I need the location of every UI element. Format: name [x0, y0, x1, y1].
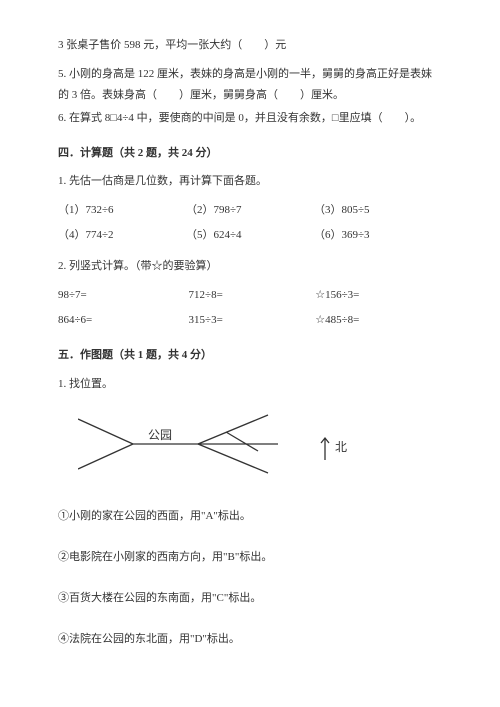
- calc-item: ☆485÷8=: [315, 310, 442, 331]
- section-5-title: 五．作图题（共 1 题，共 4 分）: [58, 345, 442, 366]
- calc-item: （2）798÷7: [186, 200, 314, 221]
- calc-item: 315÷3=: [189, 310, 316, 331]
- section4-q1: 1. 先估一估商是几位数，再计算下面各题。: [58, 171, 442, 192]
- park-label: 公园: [148, 428, 172, 442]
- sub-question-2: ②电影院在小刚家的西南方向，用"B"标出。: [58, 547, 442, 568]
- calc-item: ☆156÷3=: [315, 285, 442, 306]
- calc-item: （3）805÷5: [314, 200, 442, 221]
- section5-q1: 1. 找位置。: [58, 374, 442, 395]
- north-label: 北: [335, 436, 347, 459]
- park-diagram: 公园: [78, 409, 278, 487]
- calc-row: 98÷7= 712÷8= ☆156÷3=: [58, 285, 442, 306]
- question-5: 5. 小刚的身高是 122 厘米，表妹的身高是小刚的一半，舅舅的身高正好是表妹的…: [58, 64, 442, 106]
- calc-item: （5）624÷4: [186, 225, 314, 246]
- calc-item: （4）774÷2: [58, 225, 186, 246]
- calc-item: （6）369÷3: [314, 225, 442, 246]
- sub-question-4: ④法院在公园的东北面，用"D"标出。: [58, 629, 442, 650]
- calc-row: （1）732÷6 （2）798÷7 （3）805÷5: [58, 200, 442, 221]
- calc-item: 864÷6=: [58, 310, 189, 331]
- calc-item: 98÷7=: [58, 285, 189, 306]
- section-4-title: 四．计算题（共 2 题，共 24 分）: [58, 143, 442, 164]
- question-6: 6. 在算式 8□4÷4 中，要使商的中间是 0，并且没有余数，□里应填（ ）。: [58, 108, 442, 129]
- calc-item: 712÷8=: [189, 285, 316, 306]
- section4-q2: 2. 列竖式计算。（带☆的要验算）: [58, 256, 442, 277]
- diagram-container: 公园 北: [58, 409, 442, 487]
- sub-question-3: ③百货大楼在公园的东南面，用"C"标出。: [58, 588, 442, 609]
- sub-question-1: ①小刚的家在公园的西面，用"A"标出。: [58, 506, 442, 527]
- calc-row: 864÷6= 315÷3= ☆485÷8=: [58, 310, 442, 331]
- question-3: 3 张桌子售价 598 元，平均一张大约（ ）元: [58, 35, 442, 56]
- calc-item: （1）732÷6: [58, 200, 186, 221]
- north-indicator: 北: [318, 434, 347, 462]
- calc-row: （4）774÷2 （5）624÷4 （6）369÷3: [58, 225, 442, 246]
